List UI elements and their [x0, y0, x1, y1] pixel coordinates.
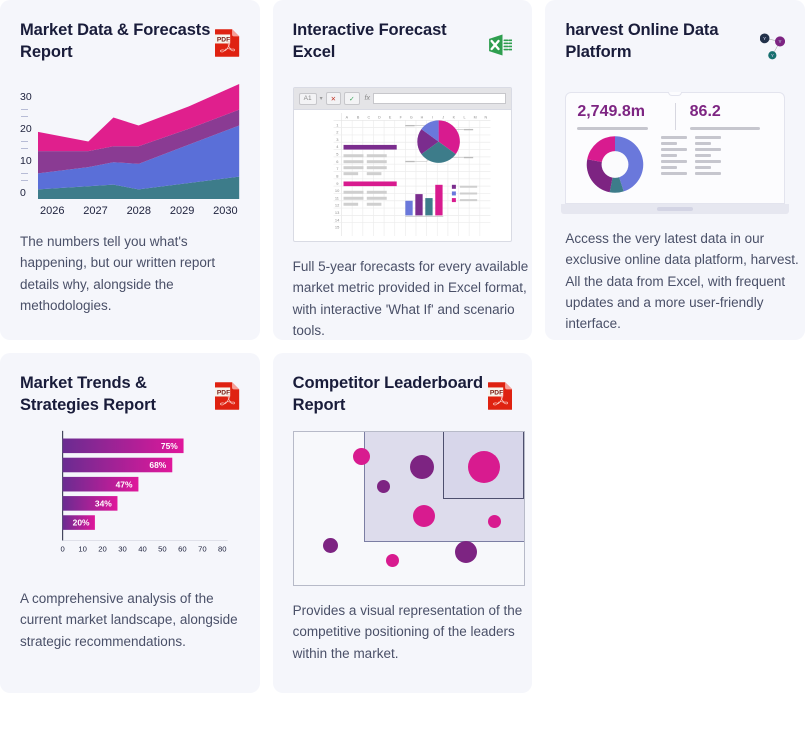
svg-text:13: 13: [335, 210, 340, 215]
svg-text:1: 1: [336, 122, 339, 127]
svg-text:9: 9: [336, 181, 339, 186]
svg-text:80: 80: [218, 544, 227, 553]
svg-text:I: I: [432, 115, 433, 119]
svg-text:E: E: [388, 115, 391, 119]
svg-text:11: 11: [335, 195, 340, 200]
svg-text:20: 20: [98, 544, 107, 553]
svg-text:B: B: [357, 115, 360, 119]
svg-text:0: 0: [61, 544, 65, 553]
svg-text:6: 6: [336, 159, 339, 164]
svg-text:2: 2: [336, 130, 338, 135]
svg-text:L: L: [463, 115, 465, 119]
svg-text:50: 50: [158, 544, 167, 553]
svg-text:J: J: [442, 115, 444, 119]
svg-text:10: 10: [78, 544, 87, 553]
svg-text:47%: 47%: [116, 479, 133, 489]
svg-text:12: 12: [335, 203, 339, 208]
svg-text:4: 4: [336, 144, 339, 149]
svg-text:14: 14: [335, 217, 340, 222]
svg-text:40: 40: [138, 544, 147, 553]
svg-text:30: 30: [118, 544, 127, 553]
svg-text:N: N: [484, 115, 487, 119]
svg-text:G: G: [410, 115, 413, 119]
svg-text:20%: 20%: [73, 518, 90, 528]
svg-text:15: 15: [335, 225, 340, 230]
svg-text:7: 7: [336, 166, 338, 171]
svg-text:10: 10: [335, 188, 340, 193]
svg-text:F: F: [399, 115, 402, 119]
svg-text:C: C: [367, 115, 370, 119]
svg-text:3: 3: [336, 137, 339, 142]
svg-text:K: K: [452, 115, 455, 119]
svg-text:H: H: [420, 115, 423, 119]
svg-text:70: 70: [198, 544, 207, 553]
svg-text:8: 8: [336, 173, 339, 178]
svg-text:34%: 34%: [95, 498, 112, 508]
svg-text:M: M: [473, 115, 476, 119]
svg-text:D: D: [378, 115, 381, 119]
svg-text:75%: 75%: [161, 441, 178, 451]
svg-text:60: 60: [178, 544, 187, 553]
svg-text:A: A: [345, 115, 348, 119]
svg-text:68%: 68%: [149, 460, 166, 470]
svg-text:5: 5: [336, 152, 339, 157]
